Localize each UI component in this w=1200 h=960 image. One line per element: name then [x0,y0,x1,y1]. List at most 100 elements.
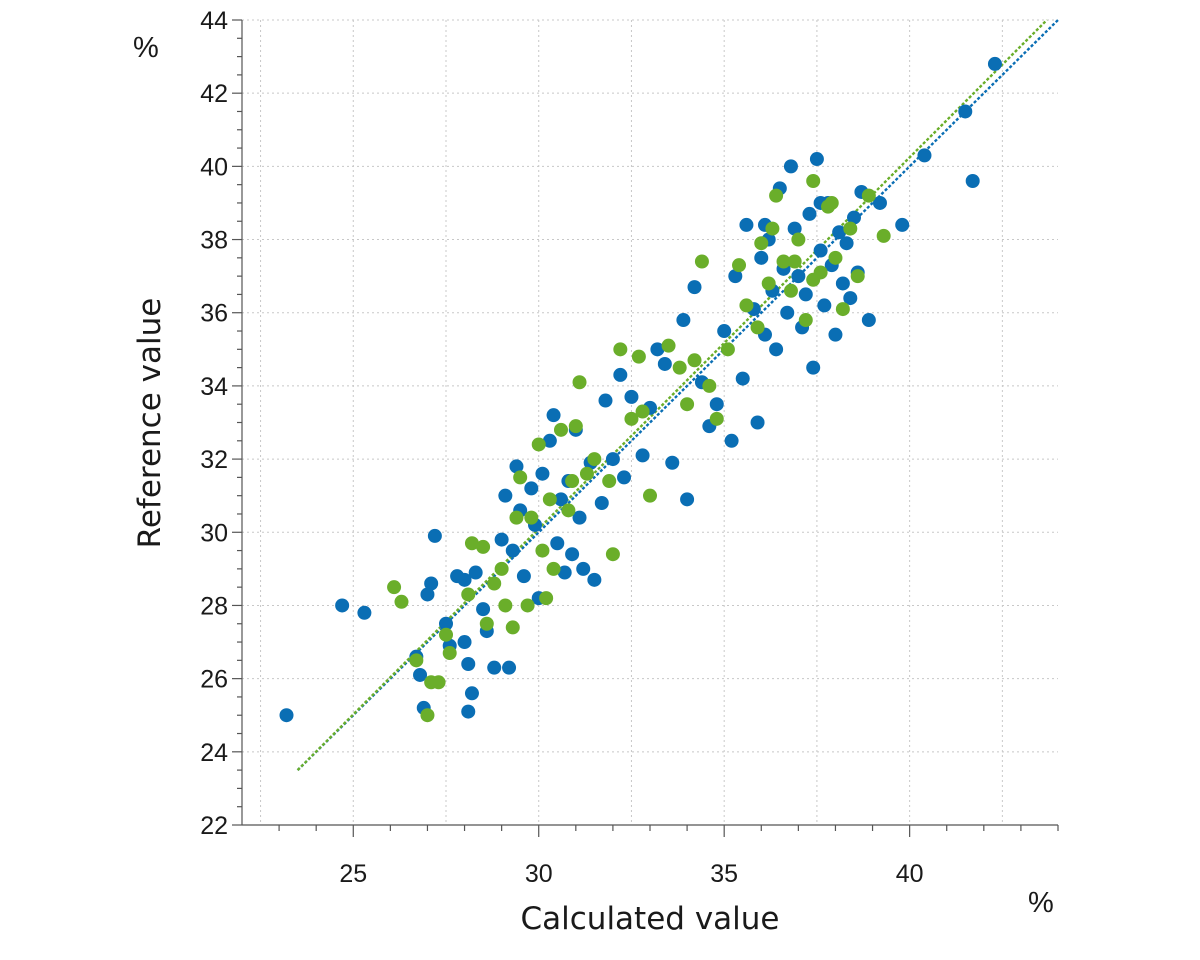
data-point [576,561,591,576]
data-point [587,452,602,467]
data-point [502,660,517,675]
data-point [457,572,472,587]
data-point [420,708,435,723]
data-point [958,104,973,119]
data-point [539,591,554,606]
data-point [724,433,739,448]
data-point [461,657,476,671]
data-point [553,422,568,437]
data-point [520,598,535,613]
y-tick-label: 36 [200,300,228,328]
data-point [798,287,813,302]
fit-line [296,19,1048,771]
data-point [424,576,439,591]
data-point [439,627,453,642]
data-point [505,543,520,558]
data-point [754,250,769,265]
data-point [843,221,858,236]
y-tick-label: 24 [200,739,228,767]
data-point [464,536,479,551]
y-tick-label: 26 [200,666,228,694]
data-point [917,148,932,163]
y-tick-label: 32 [200,446,228,474]
y-axis-unit: % [133,32,159,64]
data-point [413,667,428,682]
data-point [783,283,798,298]
data-point [850,269,865,284]
data-point [605,452,620,467]
data-point [513,470,528,485]
data-point [635,448,650,463]
data-point [806,360,821,375]
data-point [739,298,754,313]
data-point [535,543,550,558]
data-point [439,616,453,631]
data-point [765,221,780,236]
data-point [494,532,509,547]
data-point [732,258,747,273]
data-point [769,188,784,203]
data-point [728,269,743,284]
data-point [579,466,594,481]
data-point [505,620,520,635]
data-point [861,188,876,203]
y-tick-label: 28 [200,592,228,620]
data-point [546,561,561,576]
data-point [279,708,294,723]
data-point [665,455,680,470]
data-point [791,232,806,247]
data-point [572,375,587,390]
data-point [631,349,646,364]
data-point [672,360,687,375]
data-point [587,572,602,587]
y-tick-label: 34 [200,373,228,401]
data-point [761,276,776,291]
data-point [895,217,910,232]
data-point [817,298,832,313]
data-point [494,561,509,576]
data-point [965,174,980,188]
data-point [624,389,639,404]
data-point [783,159,798,174]
data-point [780,305,795,320]
x-axis-unit: % [1028,887,1054,919]
data-point [735,371,750,386]
data-point [828,327,843,342]
data-point [843,291,858,306]
x-axis-title: Calculated value [521,901,780,937]
data-point [624,411,639,426]
data-point [776,254,791,269]
data-point [872,195,887,210]
data-point [509,510,524,525]
axis-ticks: 22 24 26 28 30 32 34 36 38 40 42 44 25 30 35 40 [200,7,1059,888]
y-tick-label: 38 [200,227,228,255]
data-point [806,272,821,287]
data-point [769,342,784,357]
data-point [824,195,839,210]
data-point [461,704,476,719]
data-point [750,320,765,335]
data-point [676,313,691,328]
data-point [387,580,402,595]
y-tick-label: 22 [200,812,228,840]
data-point [335,598,350,613]
data-point [461,587,476,602]
data-point [420,587,435,602]
y-tick-label: 42 [200,80,228,108]
fit-lines [296,19,1059,771]
data-point [431,675,446,690]
data-point [542,492,557,507]
data-point [806,174,821,188]
data-point [479,616,494,631]
data-point [787,221,802,236]
data-point [717,324,732,339]
data-point [861,313,876,328]
data-point [394,594,409,609]
data-point [720,342,735,357]
data-point [468,565,483,580]
data-point [798,313,813,328]
data-point [613,367,628,382]
data-point [802,206,817,221]
data-point [835,276,850,291]
